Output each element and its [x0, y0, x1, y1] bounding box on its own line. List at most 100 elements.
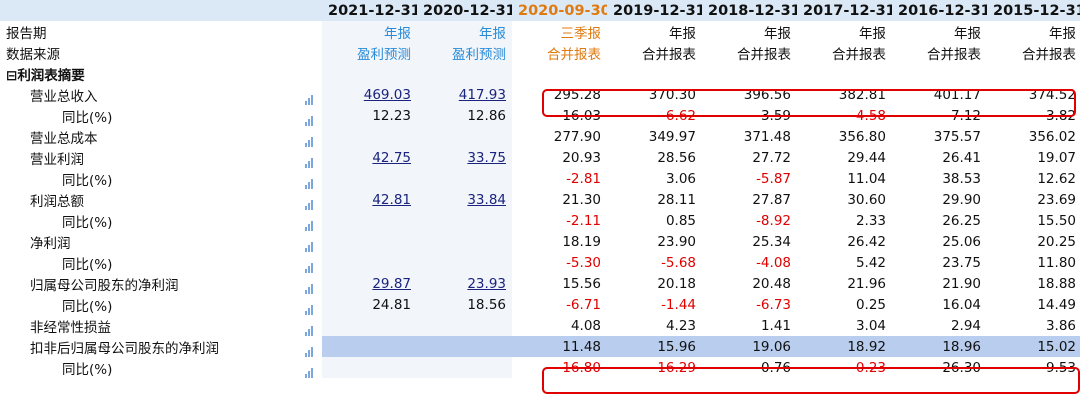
value-cell: -2.81 — [512, 168, 607, 189]
value-text: 29.44 — [847, 149, 886, 166]
value-text: 27.87 — [752, 191, 791, 208]
value-text: -4.08 — [756, 254, 791, 271]
value-cell: 3.04 — [797, 315, 892, 336]
value-text: 2.33 — [855, 212, 886, 229]
table-row: 归属母公司股东的净利润 29.87 23.93 15.56 20.18 20.48 21.9… — [0, 273, 1080, 294]
column-date[interactable]: 2020-09-30 — [512, 0, 607, 21]
value-cell: -5.87 — [702, 168, 797, 189]
value-cell: -5.68 — [607, 252, 702, 273]
forecast-link[interactable]: 33.84 — [467, 191, 506, 208]
source-cell: 合并报表 — [642, 46, 696, 63]
table-row: 非经常性损益 4.08 4.23 1.41 3.04 2.94 3.86 — [0, 315, 1080, 336]
value-text: 18.19 — [562, 233, 601, 250]
bar-chart-icon[interactable] — [305, 300, 314, 315]
value-text: 15.56 — [562, 275, 601, 292]
row-label: 非经常性损益 — [30, 319, 111, 336]
value-text: 4.23 — [665, 317, 696, 334]
value-text: 11.04 — [847, 170, 886, 187]
value-text: 18.56 — [467, 296, 506, 313]
section-label: 利润表摘要 — [17, 67, 85, 84]
value-text: 11.48 — [562, 338, 601, 355]
value-text: -16.80 — [557, 359, 601, 376]
collapse-icon[interactable]: ⊟ — [6, 67, 18, 84]
value-cell — [417, 357, 512, 378]
value-text: 401.17 — [933, 86, 981, 103]
column-date[interactable]: 2020-12-31 — [417, 0, 512, 21]
bar-chart-icon[interactable] — [305, 342, 314, 357]
period-cell: 年报 — [764, 25, 791, 42]
bar-chart-icon[interactable] — [305, 321, 314, 336]
value-cell[interactable]: 469.03 — [322, 84, 417, 105]
value-cell[interactable]: 23.93 — [417, 273, 512, 294]
column-date[interactable]: 2018-12-31 — [702, 0, 797, 21]
bar-chart-icon[interactable] — [305, 237, 314, 252]
value-text: 3.06 — [665, 170, 696, 187]
source-cell: 盈利预测 — [417, 42, 512, 63]
value-cell[interactable]: 42.75 — [322, 147, 417, 168]
value-text: 371.48 — [743, 128, 791, 145]
bar-chart-icon[interactable] — [305, 195, 314, 210]
bar-chart-icon[interactable] — [305, 111, 314, 126]
forecast-link[interactable]: 42.81 — [372, 191, 411, 208]
table-row: 净利润 18.19 23.90 25.34 26.42 25.06 20.25 — [0, 231, 1080, 252]
value-cell — [322, 315, 417, 336]
bar-chart-icon[interactable] — [305, 363, 314, 378]
value-cell: 5.42 — [797, 252, 892, 273]
value-cell — [322, 168, 417, 189]
value-text: 295.28 — [553, 86, 601, 103]
value-cell: -1.44 — [607, 294, 702, 315]
bar-chart-icon[interactable] — [305, 174, 314, 189]
value-text: 382.81 — [838, 86, 886, 103]
bar-chart-icon[interactable] — [305, 132, 314, 147]
period-cell: 年报 — [859, 25, 886, 42]
column-date[interactable]: 2017-12-31 — [797, 0, 892, 21]
row-label: 同比(%) — [62, 214, 113, 231]
value-text: 24.81 — [372, 296, 411, 313]
forecast-link[interactable]: 29.87 — [372, 275, 411, 292]
bar-chart-icon[interactable] — [305, 279, 314, 294]
value-text: 0.76 — [760, 359, 791, 376]
forecast-link[interactable]: 417.93 — [458, 86, 506, 103]
value-text: 26.30 — [942, 359, 981, 376]
column-date[interactable]: 2021-12-31 — [322, 0, 417, 21]
column-date[interactable]: 2015-12-31 — [987, 0, 1080, 21]
column-date[interactable]: 2019-12-31 — [607, 0, 702, 21]
source-cell: 合并报表 — [737, 46, 791, 63]
period-cell: 三季报 — [560, 25, 602, 42]
value-cell[interactable]: 417.93 — [417, 84, 512, 105]
value-cell: 0.76 — [702, 357, 797, 378]
forecast-link[interactable]: 23.93 — [467, 275, 506, 292]
value-cell: 20.25 — [987, 231, 1080, 252]
value-cell: 15.56 — [512, 273, 607, 294]
value-cell: -6.71 — [512, 294, 607, 315]
value-text: 25.06 — [942, 233, 981, 250]
value-cell: 12.62 — [987, 168, 1080, 189]
source-cell: 合并报表 — [832, 46, 886, 63]
value-cell[interactable]: 33.75 — [417, 147, 512, 168]
value-cell — [417, 252, 512, 273]
value-text: 12.86 — [467, 107, 506, 124]
forecast-link[interactable]: 33.75 — [467, 149, 506, 166]
value-text: 9.53 — [1045, 359, 1076, 376]
forecast-link[interactable]: 469.03 — [363, 86, 411, 103]
row-label: 同比(%) — [62, 109, 113, 126]
table-row: 营业利润 42.75 33.75 20.93 28.56 27.72 29.44 26.41 1… — [0, 147, 1080, 168]
bar-chart-icon[interactable] — [305, 90, 314, 105]
value-cell: 11.04 — [797, 168, 892, 189]
row-label: 利润总额 — [30, 193, 84, 210]
bar-chart-icon[interactable] — [305, 153, 314, 168]
value-text: 21.90 — [942, 275, 981, 292]
value-cell[interactable]: 42.81 — [322, 189, 417, 210]
value-cell[interactable]: 33.84 — [417, 189, 512, 210]
column-date[interactable]: 2016-12-31 — [892, 0, 987, 21]
value-cell: 382.81 — [797, 84, 892, 105]
value-cell: 19.07 — [987, 147, 1080, 168]
bar-chart-icon[interactable] — [305, 258, 314, 273]
forecast-link[interactable]: 42.75 — [372, 149, 411, 166]
bar-chart-icon[interactable] — [305, 216, 314, 231]
row-label: 同比(%) — [62, 172, 113, 189]
value-cell[interactable]: 29.87 — [322, 273, 417, 294]
value-text: 29.90 — [942, 191, 981, 208]
row-label: 营业利润 — [30, 151, 84, 168]
value-text: -2.11 — [566, 212, 601, 229]
